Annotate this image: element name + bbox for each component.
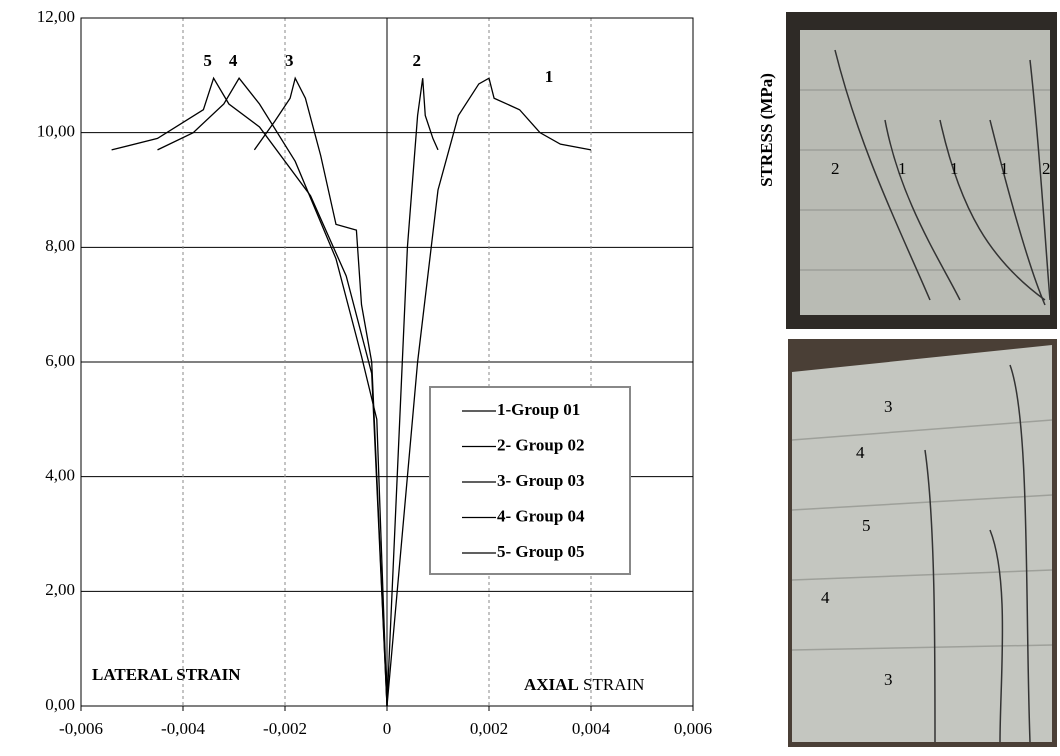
series-line (111, 76, 388, 707)
photo-label: 3 (884, 397, 893, 416)
wires (834, 49, 1051, 743)
legend-label: 4- Group 04 (497, 506, 585, 525)
photo-label: 2 (1042, 159, 1051, 178)
photo-label: 2 (831, 159, 840, 178)
photo-label: 4 (821, 588, 830, 607)
x-tick-label: 0 (383, 719, 392, 738)
y-tick-label: 6,00 (45, 351, 75, 370)
series-line (253, 76, 388, 707)
series-label: 3 (285, 51, 294, 70)
x-axis-label-part: STRAIN (583, 675, 644, 694)
y-tick-label: 12,00 (37, 7, 75, 26)
x-tick-label: -0,002 (263, 719, 307, 738)
photo-label: 1 (898, 159, 907, 178)
x-tick-label: -0,004 (161, 719, 205, 738)
x-axis-label-part: AXIAL (524, 675, 579, 694)
x-tick-label: -0,006 (59, 719, 103, 738)
x-tick-label: 0,004 (572, 719, 611, 738)
series-line (386, 78, 439, 707)
series-line (386, 77, 592, 707)
series-label: 1 (545, 67, 554, 86)
y-tick-label: 8,00 (45, 236, 75, 255)
photo-wall (792, 345, 1052, 742)
x-tick-label: 0,002 (470, 719, 508, 738)
legend-label: 3- Group 03 (497, 471, 585, 490)
series-label: 4 (229, 51, 238, 70)
y-axis-label: STRESS (MPa) (757, 73, 776, 187)
legend-label: 5- Group 05 (497, 542, 585, 561)
legend-box (429, 386, 631, 575)
x-axis-label-left: LATERAL STRAIN (92, 665, 241, 684)
series-label: 5 (203, 51, 212, 70)
y-tick-label: 0,00 (45, 695, 75, 714)
photo-label: 3 (884, 670, 893, 689)
photo-label: 1 (1000, 159, 1009, 178)
series-line (157, 77, 388, 707)
photo-label: 5 (862, 516, 871, 535)
legend-label: 2- Group 02 (497, 435, 585, 454)
series-label: 2 (412, 51, 421, 70)
y-tick-label: 4,00 (45, 466, 75, 485)
photo-label: 4 (856, 443, 865, 462)
legend: 1-Group 01 2- Group 02 3- Group 03 4- Group… (429, 386, 631, 575)
y-tick-label: 10,00 (37, 122, 75, 141)
photo-label: 1 (950, 159, 959, 178)
legend-label: 1-Group 01 (497, 400, 580, 419)
mortar-lines (791, 89, 1053, 651)
x-tick-label: 0,006 (674, 719, 712, 738)
photos: 2 1 1 1 2 3 4 5 4 3 (786, 12, 1057, 747)
y-tick-label: 2,00 (45, 580, 75, 599)
x-axis-label-right: AXIAL STRAIN (524, 675, 644, 694)
